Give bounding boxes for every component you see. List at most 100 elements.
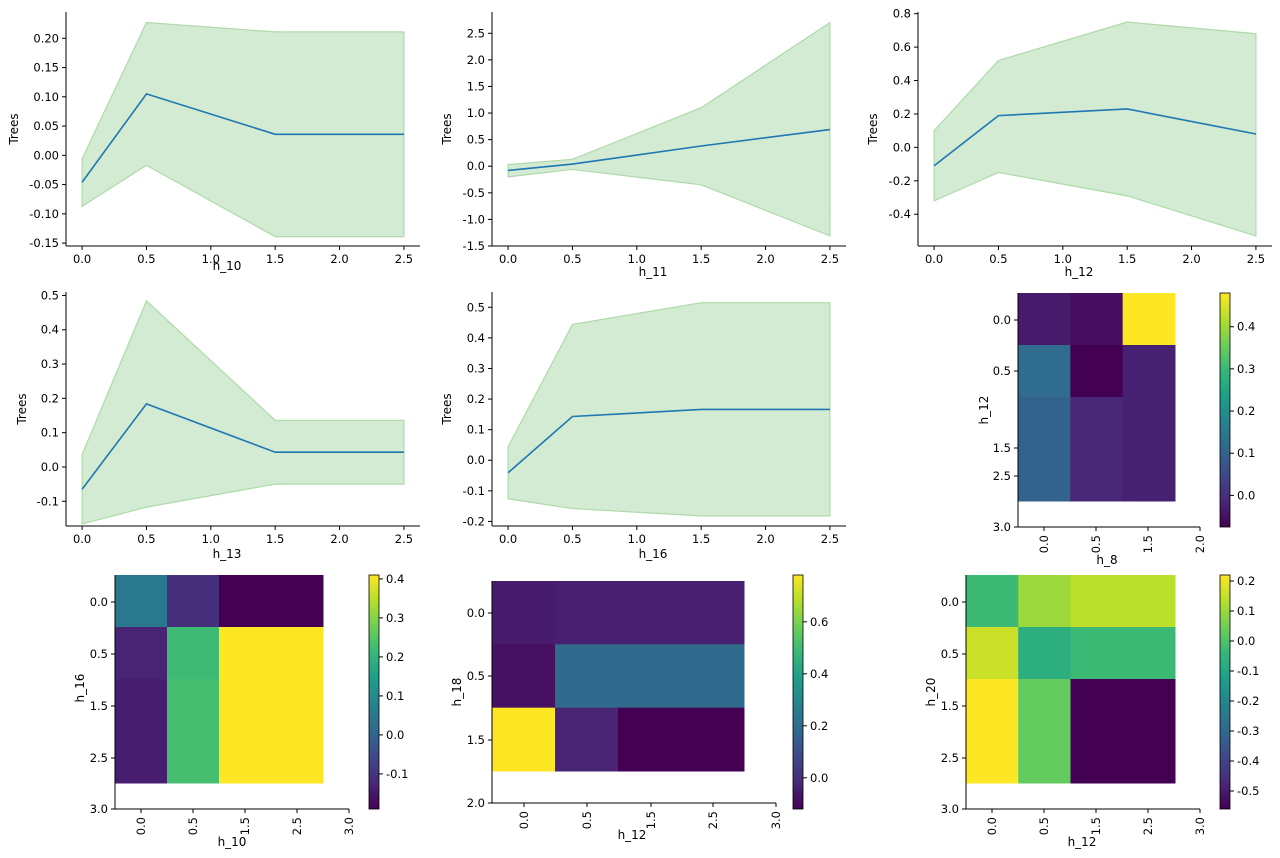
y-tick-label: 0.4 [41, 323, 59, 337]
colorbar-tick-label: 0.3 [1237, 362, 1255, 376]
x-tick-label: 2.0 [1182, 252, 1200, 266]
heatmap-cell [492, 707, 556, 772]
y-axis-label: Trees [440, 393, 454, 425]
heatmap-h-18-vs-h-12: 0.0 0.5 1.5 2.5 3.0 0.0 0.5 1.5 2.0 h_12 h_18 0.0 0.… [450, 574, 828, 842]
y-tick-label: -1.0 [463, 212, 485, 226]
colorbar [368, 574, 380, 810]
colorbar [1219, 292, 1231, 528]
y-tick-label: 0.2 [41, 391, 59, 405]
colorbar-tick-label: -0.1 [1237, 664, 1259, 678]
y-tick-label: 0.1 [467, 423, 485, 437]
x-tick-label: 0.0 [134, 817, 148, 835]
x-axis-label: h_11 [639, 265, 668, 279]
x-tick-label: 1.0 [1054, 252, 1072, 266]
heatmap-cell [966, 731, 1019, 784]
y-tick-label: 0.0 [893, 140, 911, 154]
y-tick-label: 0.0 [467, 606, 485, 620]
heatmap-cell [167, 679, 220, 732]
x-tick-label: 1.5 [1089, 817, 1103, 835]
colorbar-tick-label: 0.4 [1237, 320, 1255, 334]
y-tick-label: 1.0 [467, 106, 485, 120]
heatmap-cell [1122, 397, 1176, 450]
heatmap-cell [555, 707, 619, 772]
y-tick-label: 3.0 [993, 520, 1011, 534]
x-tick-label: 2.0 [756, 532, 774, 546]
x-tick-label: 2.5 [706, 811, 720, 829]
x-tick-label: 2.0 [330, 532, 348, 546]
heatmap-cell [1018, 627, 1071, 680]
x-tick-label: 0.5 [989, 252, 1007, 266]
confidence-band [81, 299, 405, 525]
x-tick-label: 0.0 [1037, 535, 1051, 553]
heatmap-cell [966, 627, 1019, 680]
y-tick-label: 2.5 [90, 751, 108, 765]
heatmap-cell [1018, 345, 1071, 398]
y-tick-label: 0.10 [33, 90, 59, 104]
y-axis-label: Trees [15, 393, 29, 425]
x-tick-label: 0.5 [186, 817, 200, 835]
colorbar-tick-label: 0.2 [1237, 574, 1255, 588]
colorbar [1219, 574, 1231, 810]
heatmap-cell [115, 575, 168, 628]
y-tick-label: 0.3 [467, 361, 485, 375]
colorbar-tick-label: 0.3 [386, 611, 404, 625]
heatmap-cell [1070, 449, 1124, 502]
y-tick-label: 0.8 [893, 7, 911, 21]
heatmap-cell [219, 679, 272, 732]
colorbar-tick-label: 0.1 [1237, 604, 1255, 618]
y-tick-label: 0.3 [41, 357, 59, 371]
heatmap-cell [1070, 731, 1124, 784]
colorbar-tick-label: -0.4 [1237, 754, 1259, 768]
line-chart-h-12: 0.0 0.5 1.0 1.5 2.0 2.5 -0.4 -0.2 0.0 0.2 0.4 0.6 0.… [866, 7, 1272, 279]
x-tick-label: 0.0 [499, 252, 517, 266]
y-tick-label: -0.1 [37, 494, 59, 508]
heatmap-cell [167, 627, 220, 680]
heatmap-cell [1070, 679, 1124, 732]
y-axis-label: Trees [866, 113, 880, 145]
x-tick-label: 2.5 [1141, 817, 1155, 835]
heatmap-cell [492, 644, 556, 709]
y-tick-label: 1.5 [90, 699, 108, 713]
x-tick-label: 0.5 [137, 532, 155, 546]
y-tick-label: 1.5 [467, 79, 485, 93]
heatmap-cell [492, 581, 556, 645]
series-line [81, 402, 404, 490]
y-axis-label: h_12 [977, 396, 991, 425]
heatmap-cell [1122, 345, 1176, 398]
line-chart-h-10: 0.0 0.5 1.0 1.5 2.0 2.5 -0.15 -0.10 -0.05 0.00 0.0… [7, 12, 420, 273]
y-tick-label: 0.2 [893, 107, 911, 121]
colorbar-tick-label: 0.0 [386, 728, 404, 742]
y-tick-label: -0.5 [463, 186, 485, 200]
heatmap-cell [1018, 731, 1071, 784]
x-tick-label: 0.5 [580, 811, 594, 829]
y-axis-label: h_16 [73, 674, 87, 703]
y-tick-label: 0.15 [33, 61, 59, 75]
heatmap-cell [271, 679, 324, 732]
y-tick-label: -0.2 [463, 514, 485, 528]
x-tick-label: 2.5 [395, 252, 413, 266]
x-tick-label: 0.5 [563, 252, 581, 266]
confidence-band [81, 21, 405, 238]
heatmap-cell [966, 575, 1019, 628]
heatmap-cell [681, 581, 745, 645]
colorbar-tick-label: 0.1 [386, 689, 404, 703]
heatmap-cell [1018, 575, 1071, 628]
x-tick-label: 1.5 [1118, 252, 1136, 266]
y-tick-label: 0.0 [467, 159, 485, 173]
heatmap-cell [271, 731, 324, 784]
colorbar-tick-label: 0.0 [810, 771, 828, 785]
heatmap-cell [1070, 293, 1124, 346]
heatmap-cell [681, 644, 745, 709]
heatmap-cell [1018, 293, 1071, 346]
x-tick-label: 3.0 [342, 817, 356, 835]
heatmap-h-20-vs-h-12: 0.0 0.5 1.5 2.5 3.0 0.0 0.5 1.5 2.5 3.0 h_12 h_20 -0… [924, 574, 1259, 849]
heatmap-cell [618, 707, 682, 772]
x-tick-label: 0.0 [499, 532, 517, 546]
x-axis-label: h_12 [1068, 835, 1097, 849]
x-tick-label: 1.0 [628, 252, 646, 266]
y-tick-label: 1.5 [467, 733, 485, 747]
y-tick-label: -0.10 [29, 207, 59, 221]
y-tick-label: 1.5 [993, 441, 1011, 455]
heatmap-cell [271, 575, 324, 628]
y-axis-label: h_18 [450, 678, 464, 707]
